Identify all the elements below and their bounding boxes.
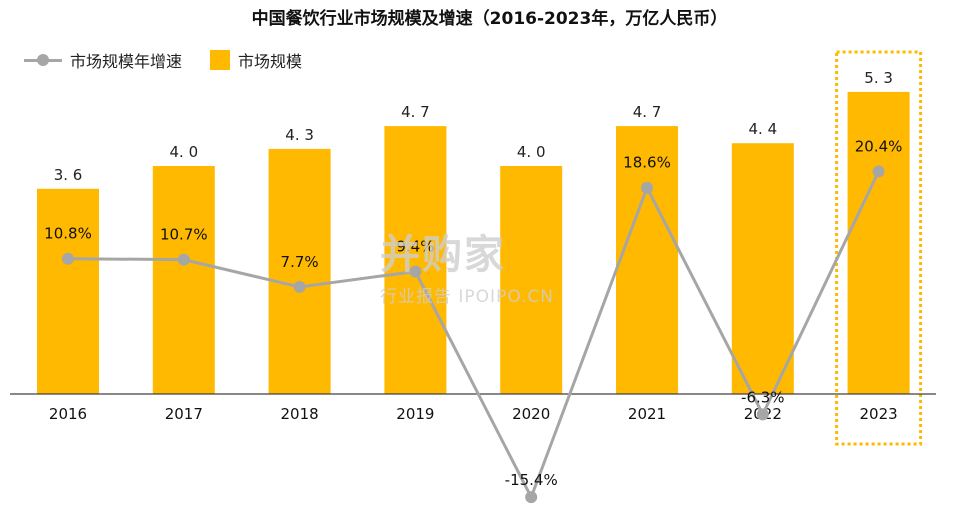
growth-point-2017 [177, 253, 190, 266]
legend-item-growth: 市场规模年增速 [24, 48, 182, 72]
growth-point-2020 [525, 491, 538, 504]
legend-label-growth: 市场规模年增速 [70, 52, 183, 71]
growth-point-2019 [409, 265, 422, 278]
growth-point-2022 [756, 408, 769, 421]
bar-2017 [152, 166, 215, 394]
bar-label-2019: 4. 7 [401, 103, 430, 121]
bar-2023 [847, 91, 910, 395]
growth-label-2021: 18.6% [623, 154, 671, 172]
growth-point-2016 [62, 252, 74, 265]
bar-2016 [37, 188, 99, 394]
legend-bar-swatch-icon [210, 50, 231, 70]
bar-label-2016: 3. 6 [54, 166, 83, 184]
x-tick-label-2021: 2021 [628, 405, 666, 423]
x-tick-label-2018: 2018 [281, 405, 319, 423]
x-tick-label-2019: 2019 [396, 405, 434, 423]
bar-label-2021: 4. 7 [633, 103, 662, 121]
x-tick-label-2016: 2016 [49, 405, 87, 423]
bar-2022 [731, 143, 794, 394]
bar-2020 [500, 166, 563, 394]
growth-label-2023: 20.4% [855, 137, 903, 155]
legend-line-marker-icon [24, 54, 62, 66]
bar-label-2017: 4. 0 [169, 143, 198, 161]
bar-label-2020: 4. 0 [517, 143, 546, 161]
bar-2019 [384, 126, 447, 394]
x-tick-label-2020: 2020 [512, 405, 550, 423]
growth-label-2022: -6.3% [741, 388, 785, 406]
legend-item-size: 市场规模 [210, 48, 302, 72]
chart-title: 中国餐饮行业市场规模及增速（2016-2023年，万亿人民币） [251, 9, 728, 29]
bar-2018 [268, 148, 331, 394]
growth-point-2018 [293, 280, 306, 293]
growth-label-2016: 10.8% [44, 225, 92, 243]
highlight-box-2023 [835, 50, 923, 446]
bar-label-2023: 5. 3 [864, 69, 893, 87]
bar-label-2022: 4. 4 [748, 120, 777, 138]
growth-label-2017: 10.7% [160, 226, 208, 244]
growth-point-2023 [872, 165, 885, 178]
legend-label-size: 市场规模 [238, 52, 303, 71]
x-tick-label-2017: 2017 [165, 405, 203, 423]
growth-line [67, 170, 880, 499]
bar-2021 [616, 126, 678, 394]
x-tick-label-2023: 2023 [860, 405, 898, 423]
growth-point-2021 [641, 181, 653, 194]
legend: 市场规模年增速 市场规模 [24, 48, 330, 72]
bar-label-2018: 4. 3 [285, 126, 314, 144]
growth-label-2018: 7.7% [281, 253, 319, 271]
growth-label-2020: -15.4% [505, 471, 558, 489]
growth-label-2019: 9.4% [396, 237, 434, 255]
